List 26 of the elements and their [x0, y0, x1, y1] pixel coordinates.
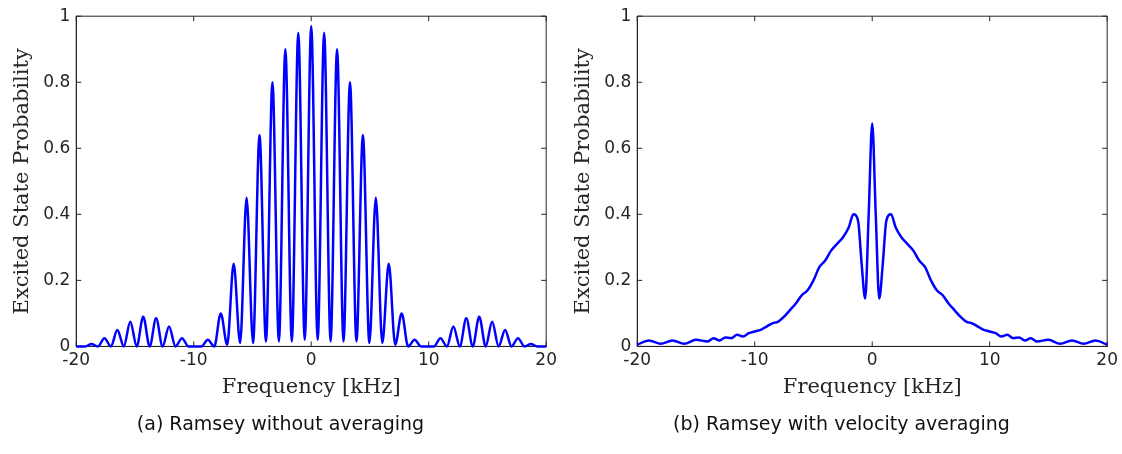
y-tick-label: 0.2 — [604, 268, 632, 289]
y-tick-label: 0.4 — [604, 202, 632, 223]
y-tick-label: 0 — [59, 334, 71, 355]
y-tick-label: 0.8 — [604, 70, 632, 91]
y-tick-label: 1 — [620, 4, 632, 25]
x-tick-label: 20 — [1096, 349, 1118, 370]
x-tick-label: -10 — [179, 349, 208, 370]
y-axis-title: Excited State Probability — [570, 48, 595, 315]
x-tick-label: -10 — [740, 349, 769, 370]
y-tick-label: 0.6 — [604, 136, 632, 157]
text: (b) Ramsey with velocity averaging — [672, 412, 1011, 434]
x-tick-label: 10 — [978, 349, 1001, 370]
y-tick-label: 0.4 — [43, 202, 71, 223]
x-tick-label: 0 — [866, 349, 878, 370]
y-axis-title: Excited State Probability — [9, 48, 34, 315]
x-tick-label: 20 — [535, 349, 557, 370]
y-tick-label: 0.2 — [43, 268, 71, 289]
x-tick-label: 0 — [305, 349, 317, 370]
text: (a) Ramsey without averaging — [135, 412, 426, 434]
y-tick-label: 0.8 — [43, 70, 71, 91]
x-axis-title: Frequency [kHz] — [782, 373, 962, 398]
x-axis-title: Frequency [kHz] — [221, 373, 401, 398]
x-tick-label: 10 — [417, 349, 440, 370]
y-tick-label: 0 — [620, 334, 632, 355]
y-tick-label: 0.6 — [43, 136, 71, 157]
y-tick-label: 1 — [59, 4, 71, 25]
